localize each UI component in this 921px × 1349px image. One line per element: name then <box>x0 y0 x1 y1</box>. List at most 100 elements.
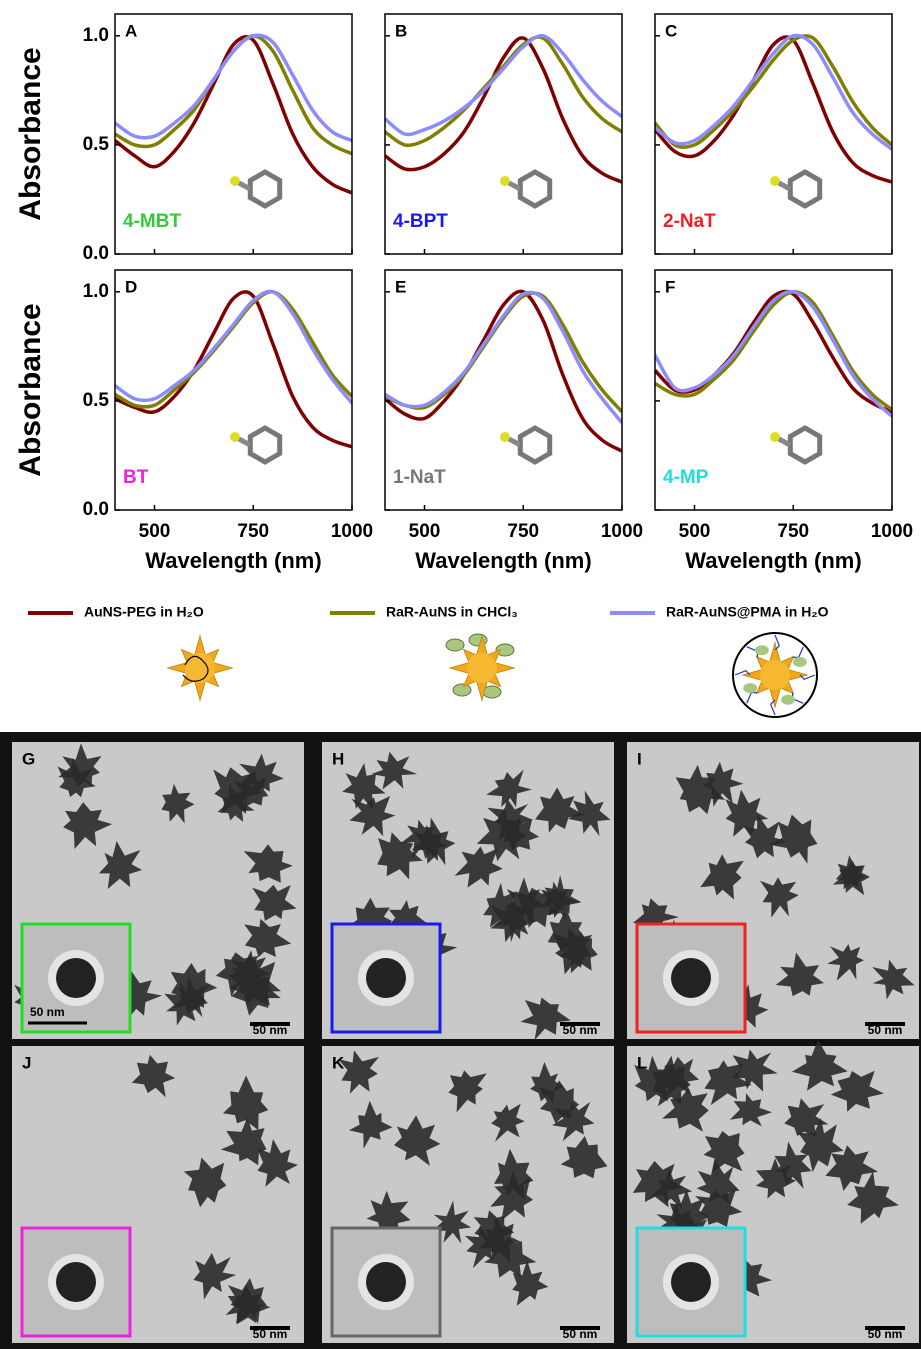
y-tick-label: 0.0 <box>83 499 109 520</box>
ligand <box>792 656 807 667</box>
bond <box>777 436 792 448</box>
nanostar-particle <box>63 802 113 849</box>
spectrum-line <box>655 289 892 418</box>
nanostar-particle <box>632 898 679 936</box>
nanostar-particle <box>193 1252 237 1300</box>
inset-particle <box>671 1262 711 1302</box>
panel-label: C <box>665 21 677 40</box>
nanostar-particle <box>476 807 526 862</box>
spectrum-line <box>385 36 622 184</box>
polymer-chain <box>769 699 776 716</box>
nanostar-particle <box>337 1050 379 1094</box>
x-axis-title: Wavelength (nm) <box>145 548 321 573</box>
inset-particle <box>671 958 711 998</box>
nanostar-particle <box>227 950 270 991</box>
x-tick-label: 1000 <box>871 521 913 542</box>
nanostar-particle <box>161 783 195 824</box>
nanostar-particle <box>731 1049 778 1092</box>
nanostar-particle <box>700 854 744 900</box>
spectrum-line <box>115 289 352 409</box>
polymer-chain <box>774 634 781 651</box>
scale-label: 50 nm <box>868 1327 903 1341</box>
spectrum-line <box>385 290 622 424</box>
nanostar-particle <box>553 927 593 975</box>
nanostar-particle <box>835 855 866 890</box>
panel-label: A <box>125 21 137 40</box>
nanostar-particle <box>98 841 143 889</box>
spectrum-line <box>655 289 892 414</box>
molecule-ring <box>787 425 823 465</box>
spectrum-line <box>385 289 622 453</box>
nanostar-particle <box>791 1039 848 1091</box>
polymer-chain <box>799 674 816 681</box>
plot-frame <box>114 269 353 511</box>
legend-label: RaR-AuNS in CHCl₃ <box>386 604 518 620</box>
bond <box>237 180 252 192</box>
x-tick-label: 750 <box>777 521 809 542</box>
molecule-ring <box>247 169 283 209</box>
gold-core <box>185 653 215 683</box>
spectrum-line <box>115 33 352 143</box>
nanostar-particle <box>872 959 915 1000</box>
nanostar-particle <box>825 1145 878 1191</box>
molecule-label: 4-BPT <box>393 211 448 232</box>
y-axis-title: Absorbance <box>14 47 47 220</box>
bond <box>507 180 522 192</box>
nanostar-particle <box>394 1115 441 1166</box>
x-tick-label: 1000 <box>331 521 373 542</box>
y-tick-label: 0.5 <box>83 134 110 155</box>
nanostar-particle <box>486 769 532 808</box>
x-tick-label: 500 <box>679 521 711 542</box>
sulfur-atom <box>770 176 780 186</box>
nanostar-particle <box>743 813 788 859</box>
inset-particle <box>56 958 96 998</box>
x-tick-label: 500 <box>139 521 171 542</box>
x-tick-label: 750 <box>507 521 539 542</box>
nanostar-particle <box>244 918 292 958</box>
nanostar-particle <box>634 1055 679 1102</box>
nanostar-particle <box>483 882 526 928</box>
tem-panel-label: J <box>22 1053 31 1072</box>
molecule-label: 4-MP <box>663 467 709 488</box>
legend-label: RaR-AuNS@PMA in H₂O <box>666 604 829 620</box>
ligand <box>452 683 472 697</box>
nanostar-particle <box>784 1098 829 1138</box>
ligand <box>754 645 769 656</box>
inset-particle <box>366 1262 406 1302</box>
ligand <box>495 643 515 657</box>
nanostar-particle <box>774 1141 812 1189</box>
peg-chain <box>182 655 209 682</box>
nanostar-particle <box>729 1093 772 1127</box>
nanostar-particle <box>257 1139 298 1187</box>
panel-label: D <box>125 277 137 296</box>
nanostar-particle <box>725 789 769 837</box>
nanostar-particle <box>432 1200 472 1244</box>
legend-label: AuNS-PEG in H₂O <box>84 604 204 620</box>
nanostar-particle <box>484 1236 537 1278</box>
inset-particle <box>366 958 406 998</box>
nanostar-particle <box>448 1070 487 1113</box>
bond <box>507 436 522 448</box>
sulfur-atom <box>500 432 510 442</box>
nanostar-particle <box>512 1260 549 1306</box>
nanostar-particle <box>552 1101 595 1142</box>
inset-image <box>635 922 747 1034</box>
nanostar-particle <box>252 884 297 921</box>
nanostar-particle <box>703 1131 745 1173</box>
scale-label: 50 nm <box>253 1023 288 1037</box>
nanostar-particle <box>487 798 534 841</box>
nanostar-particle <box>775 952 825 997</box>
scale-label: 50 nm <box>563 1023 598 1037</box>
inset-particle <box>56 1262 96 1302</box>
nanostar-particle <box>827 944 864 981</box>
spectrum-line <box>655 35 892 184</box>
x-tick-label: 1000 <box>601 521 643 542</box>
nanostar-particle <box>701 761 744 807</box>
tem-panel-label: K <box>332 1053 345 1072</box>
plot-frame <box>654 269 893 511</box>
polymer-chain <box>734 669 751 676</box>
molecule-ring <box>787 169 823 209</box>
y-axis-title: Absorbance <box>14 303 47 476</box>
